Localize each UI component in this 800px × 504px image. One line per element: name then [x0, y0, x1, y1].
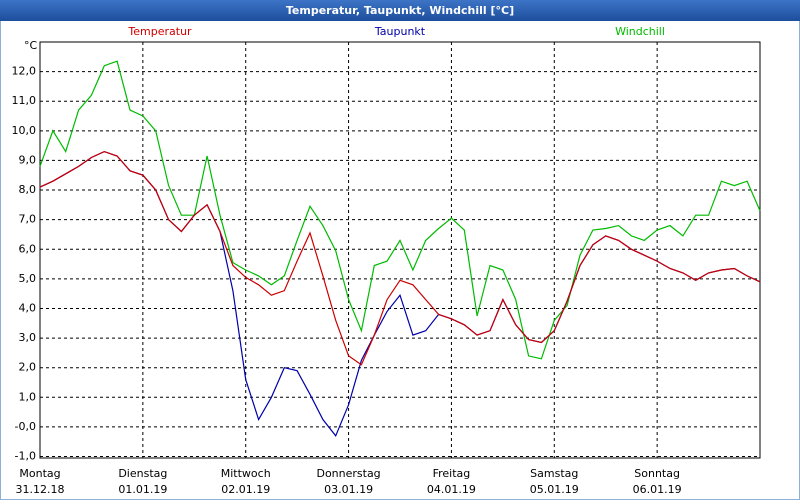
x-tick-label: Mittwoch	[221, 467, 271, 480]
y-tick-label: 6,0	[19, 242, 37, 255]
y-tick-label: -0,0	[15, 420, 36, 433]
plot-frame	[39, 41, 761, 459]
x-tick-label: Donnerstag	[316, 467, 380, 480]
title-bar	[0, 0, 800, 21]
x-tick-label: Samstag	[530, 467, 578, 480]
x-tick-date: 04.01.19	[427, 483, 476, 496]
legend-entry: Windchill	[615, 25, 665, 38]
y-tick-label: 9,0	[19, 153, 37, 166]
chart-title: Temperatur, Taupunkt, Windchill [°C]	[286, 4, 514, 17]
y-tick-label: 11,0	[12, 94, 37, 107]
x-tick-date: 02.01.19	[221, 483, 270, 496]
y-tick-label: 5,0	[19, 272, 37, 285]
y-tick-label: -1,0	[15, 450, 36, 463]
series-line	[39, 150, 761, 366]
x-tick-date: 31.12.18	[16, 483, 65, 496]
legend-entry: Temperatur	[127, 25, 192, 38]
y-tick-label: 2,0	[19, 361, 37, 374]
series-line	[39, 60, 761, 360]
y-tick-label: 10,0	[12, 124, 37, 137]
y-tick-label: 12,0	[12, 65, 37, 78]
y-tick-label: 7,0	[19, 213, 37, 226]
y-tick-label: 8,0	[19, 183, 37, 196]
x-tick-date: 06.01.19	[633, 483, 682, 496]
legend-entry: Taupunkt	[374, 25, 426, 38]
y-tick-label: 1,0	[19, 390, 37, 403]
y-axis-label: °C	[24, 39, 38, 52]
x-tick-date: 05.01.19	[530, 483, 579, 496]
x-tick-date: 03.01.19	[324, 483, 373, 496]
x-tick-label: Montag	[19, 467, 60, 480]
y-tick-label: 4,0	[19, 301, 37, 314]
x-tick-label: Dienstag	[118, 467, 167, 480]
x-tick-label: Freitag	[433, 467, 471, 480]
x-tick-label: Sonntag	[634, 467, 680, 480]
y-tick-label: 3,0	[19, 331, 37, 344]
x-tick-date: 01.01.19	[118, 483, 167, 496]
